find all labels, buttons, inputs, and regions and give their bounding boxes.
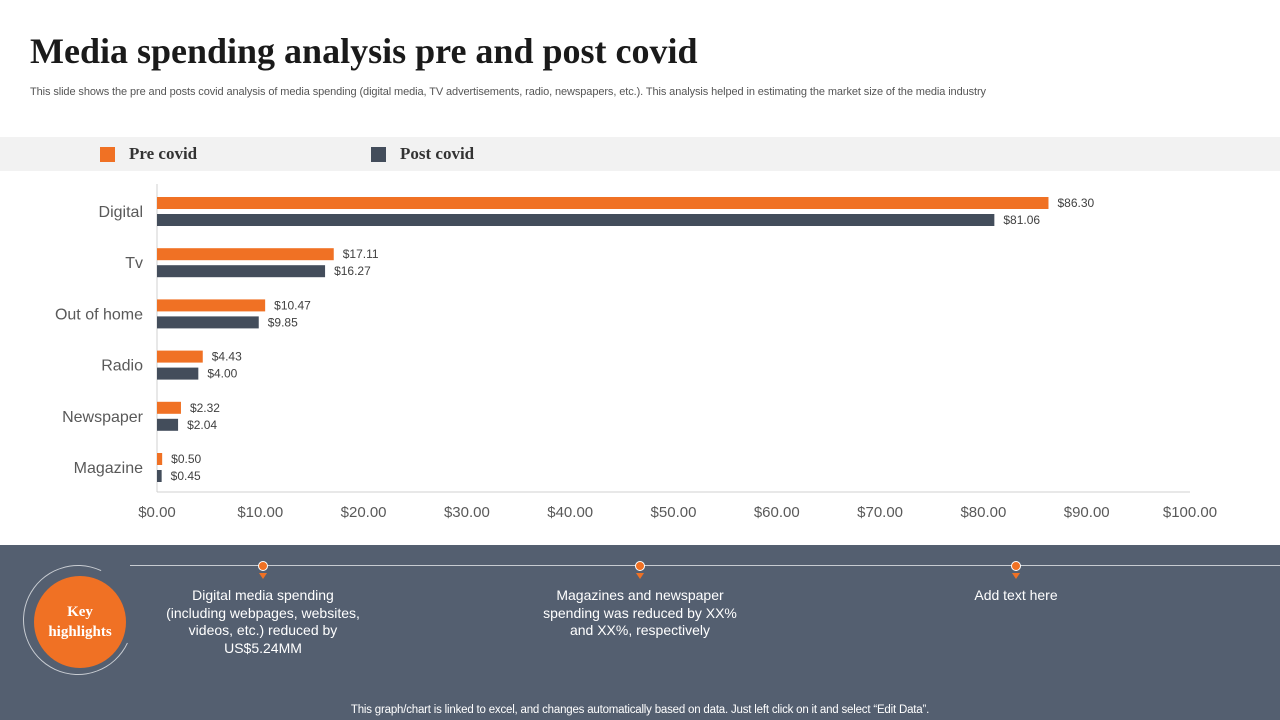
data-label-post-covid-newspaper: $2.04 bbox=[187, 418, 217, 432]
bar-pre-covid-tv bbox=[157, 248, 334, 261]
highlight-text-1[interactable]: Digital media spending (including webpag… bbox=[166, 587, 360, 656]
legend-swatch-pre-covid bbox=[100, 146, 115, 162]
slide-title: Media spending analysis pre and post cov… bbox=[30, 31, 698, 71]
timeline-marker-1 bbox=[258, 561, 268, 571]
timeline-marker-2 bbox=[635, 561, 645, 571]
timeline-marker-3 bbox=[1011, 561, 1021, 571]
bar-post-covid-radio bbox=[157, 367, 199, 380]
bar-pre-covid-radio bbox=[157, 350, 203, 363]
bar-post-covid-newspaper bbox=[157, 418, 179, 431]
data-label-pre-covid-tv: $17.11 bbox=[343, 247, 379, 261]
data-label-pre-covid-digital: $86.30 bbox=[1057, 196, 1094, 210]
data-label-pre-covid-out-of-home: $10.47 bbox=[274, 298, 311, 312]
highlight-text-2[interactable]: Magazines and newspaper spending was red… bbox=[543, 587, 737, 638]
legend-swatch-post-covid bbox=[371, 146, 386, 162]
key-highlights-label: Key highlights bbox=[48, 604, 112, 640]
x-tick-label: $20.00 bbox=[341, 504, 387, 521]
x-tick-label: $60.00 bbox=[754, 504, 800, 521]
bar-post-covid-digital bbox=[157, 214, 995, 226]
highlight-text-3[interactable]: Add text here bbox=[974, 587, 1058, 603]
category-label-tv: Tv bbox=[125, 255, 143, 272]
x-tick-label: $10.00 bbox=[237, 504, 283, 521]
timeline-arrow-2 bbox=[636, 573, 644, 579]
x-tick-label: $40.00 bbox=[547, 504, 593, 521]
data-label-post-covid-digital: $81.06 bbox=[1003, 213, 1040, 227]
bar-pre-covid-out-of-home bbox=[157, 299, 266, 312]
bar-post-covid-out-of-home bbox=[157, 316, 259, 329]
data-label-pre-covid-newspaper: $2.32 bbox=[190, 401, 220, 415]
timeline-line bbox=[130, 565, 1280, 566]
legend-item-pre-covid: Pre covid bbox=[100, 137, 197, 171]
category-label-magazine: Magazine bbox=[74, 460, 143, 477]
legend-label-post-covid: Post covid bbox=[400, 144, 475, 163]
category-label-radio: Radio bbox=[101, 358, 143, 375]
data-label-pre-covid-magazine: $0.50 bbox=[171, 452, 201, 466]
bar-post-covid-magazine bbox=[157, 470, 162, 482]
data-label-pre-covid-radio: $4.43 bbox=[212, 350, 242, 364]
data-label-post-covid-out-of-home: $9.85 bbox=[268, 315, 298, 329]
category-label-newspaper: Newspaper bbox=[62, 409, 144, 426]
category-label-digital: Digital bbox=[99, 204, 143, 221]
x-tick-label: $30.00 bbox=[444, 504, 490, 521]
data-label-post-covid-tv: $16.27 bbox=[334, 264, 371, 278]
bar-pre-covid-magazine bbox=[157, 453, 163, 465]
x-tick-label: $80.00 bbox=[960, 504, 1006, 521]
footnote: This graph/chart is linked to excel, and… bbox=[350, 704, 930, 716]
chart-legend: Pre covid Post covid bbox=[0, 137, 1280, 171]
legend-label-pre-covid: Pre covid bbox=[129, 144, 198, 163]
timeline-arrow-1 bbox=[259, 573, 267, 579]
bar-pre-covid-digital bbox=[157, 197, 1049, 209]
key-highlights-badge: Key highlights bbox=[34, 576, 126, 668]
x-tick-label: $70.00 bbox=[857, 504, 903, 521]
bar-chart: Digital $86.30 $81.06 Tv $17.11 $16.27 Out of … bbox=[55, 184, 1217, 521]
bar-post-covid-tv bbox=[157, 265, 326, 278]
data-label-post-covid-radio: $4.00 bbox=[207, 367, 237, 381]
x-tick-label: $50.00 bbox=[651, 504, 697, 521]
category-label-out-of-home: Out of home bbox=[55, 306, 143, 323]
x-tick-label: $0.00 bbox=[138, 504, 176, 521]
data-label-post-covid-magazine: $0.45 bbox=[171, 469, 201, 483]
bar-pre-covid-newspaper bbox=[157, 401, 181, 414]
x-tick-label: $90.00 bbox=[1064, 504, 1110, 521]
x-tick-label: $100.00 bbox=[1163, 504, 1217, 521]
legend-item-post-covid: Post covid bbox=[371, 137, 474, 171]
slide-subtitle: This slide shows the pre and posts covid… bbox=[30, 86, 986, 98]
timeline-arrow-3 bbox=[1012, 573, 1020, 579]
